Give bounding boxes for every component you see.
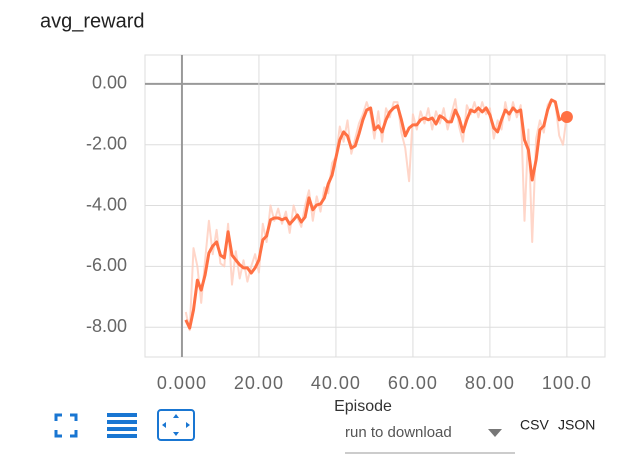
y-tick-label: -2.00 [86, 133, 127, 153]
fullscreen-button[interactable] [54, 413, 78, 438]
y-tick-label: -6.00 [86, 255, 127, 275]
last-point [560, 111, 573, 124]
dropdown-arrow[interactable] [488, 429, 502, 437]
raw-line [184, 98, 568, 332]
y-tick-label: -8.00 [86, 316, 127, 336]
toggle-log-button[interactable] [107, 413, 137, 438]
x-tick-label: 80.00 [465, 373, 515, 393]
fit-domain-button[interactable] [157, 409, 195, 441]
x-tick-label: 0.000 [157, 373, 207, 393]
x-axis-label: Episode [334, 398, 392, 415]
x-tick-label: 20.00 [234, 373, 284, 393]
run-select[interactable]: run to download [345, 424, 452, 441]
x-tick-label: 60.00 [388, 373, 438, 393]
y-tick-label: 0.00 [92, 73, 127, 93]
y-tick-label: -4.00 [86, 194, 127, 214]
x-tick-label: 100.0 [542, 373, 592, 393]
x-tick-label: 40.00 [311, 373, 361, 393]
json-link[interactable]: JSON [558, 417, 595, 433]
csv-link[interactable]: CSV [520, 417, 549, 433]
chart-title: avg_reward [40, 10, 145, 32]
smoothed-line [184, 98, 568, 330]
